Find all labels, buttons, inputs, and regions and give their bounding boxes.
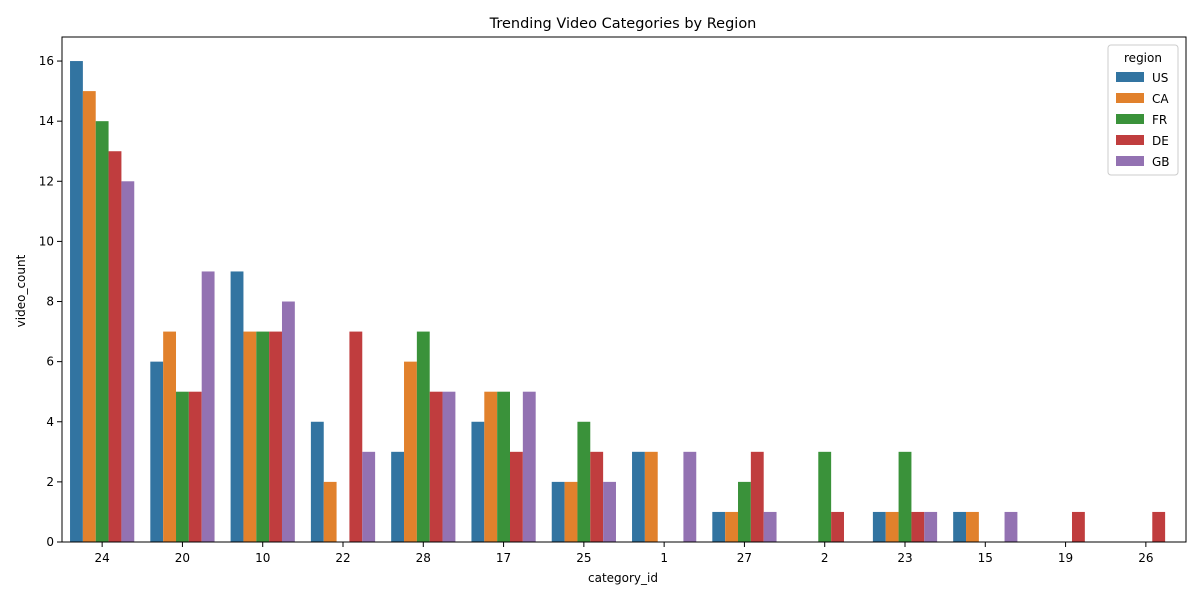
bar-ca-25 [564,481,578,542]
bar-us-17 [471,421,485,542]
bar-ca-1 [644,451,658,542]
bar-us-1 [632,451,645,542]
bar-gb-10 [281,301,295,542]
x-tick-label: 22 [335,551,350,565]
legend-swatch-gb [1116,156,1144,166]
bars-group [70,61,1166,543]
legend-swatch-ca [1116,93,1144,103]
bar-us-23 [872,511,886,542]
bar-fr-27 [738,481,751,542]
bar-fr-25 [577,421,591,542]
legend-label-fr: FR [1152,113,1167,127]
bar-de-19 [1071,511,1085,542]
bar-us-20 [150,361,164,542]
x-tick-label: 25 [576,551,591,565]
bar-fr-10 [256,331,270,542]
legend-label-ca: CA [1152,92,1169,106]
bar-fr-24 [95,121,109,543]
y-tick-label: 8 [46,295,54,309]
bar-de-10 [269,331,282,542]
x-tick-label: 27 [737,551,752,565]
x-tick-label: 17 [496,551,511,565]
bar-fr-23 [898,451,912,542]
bar-de-17 [509,451,523,542]
bar-us-15 [953,511,967,542]
bar-gb-25 [603,481,616,542]
y-tick-label: 16 [39,54,54,68]
x-tick-label: 15 [978,551,993,565]
bar-ca-27 [725,511,739,542]
bar-us-28 [391,451,405,542]
bar-us-25 [551,481,565,542]
plot-frame [61,36,1187,543]
legend-swatch-de [1116,135,1144,145]
x-tick-label: 24 [95,551,110,565]
bar-us-10 [230,271,244,542]
bar-de-28 [429,391,443,542]
bar-gb-28 [442,391,456,542]
y-tick-label: 12 [39,174,54,188]
bar-ca-24 [82,91,96,543]
legend-title: region [1124,51,1162,65]
x-tick-label: 26 [1138,551,1153,565]
legend-label-gb: GB [1152,155,1170,169]
bar-de-25 [590,451,604,542]
x-tick-label: 1 [660,551,668,565]
bar-ca-10 [243,331,257,542]
y-tick-label: 4 [46,415,54,429]
bar-de-27 [750,451,764,542]
bar-de-26 [1152,511,1166,542]
bar-de-24 [108,151,122,543]
x-tick-label: 28 [416,551,431,565]
y-tick-label: 0 [46,535,54,549]
bar-de-23 [911,511,925,542]
y-tick-label: 14 [39,114,54,128]
bar-us-27 [712,511,726,542]
bar-de-20 [188,391,202,542]
bar-gb-17 [522,391,536,542]
bar-de-2 [831,511,844,542]
y-tick-label: 6 [46,355,54,369]
x-tick-label: 10 [255,551,270,565]
bar-ca-20 [163,331,177,542]
x-tick-label: 19 [1058,551,1073,565]
legend-swatch-us [1116,72,1144,82]
bar-fr-28 [416,331,430,542]
x-tick-label: 20 [175,551,190,565]
x-axis-title: category_id [588,571,658,585]
legend: region US CA FR DE GB [1107,44,1179,176]
bar-gb-20 [201,271,215,542]
bar-gb-15 [1004,511,1018,542]
bar-gb-1 [683,451,697,542]
bar-ca-17 [484,391,498,542]
bar-ca-22 [323,481,337,542]
y-axis-title: video_count [14,254,28,327]
legend-label-de: DE [1152,134,1169,148]
x-tick-label: 23 [897,551,912,565]
chart-title: Trending Video Categories by Region [489,16,757,32]
bar-us-22 [310,421,324,542]
bar-fr-20 [176,391,189,542]
legend-swatch-fr [1116,114,1144,124]
bar-gb-24 [121,181,135,543]
bar-gb-27 [763,511,777,542]
bar-ca-15 [966,511,979,542]
bar-gb-22 [362,451,376,542]
bar-fr-17 [497,391,510,542]
bar-de-22 [349,331,363,542]
bar-ca-28 [404,361,417,542]
bar-gb-23 [924,511,938,542]
y-tick-label: 2 [46,475,54,489]
legend-label-us: US [1152,71,1168,85]
y-tick-label: 10 [39,234,54,248]
x-tick-label: 2 [821,551,829,565]
bar-us-24 [70,61,83,543]
bar-fr-2 [818,451,832,542]
bar-ca-23 [885,511,899,542]
